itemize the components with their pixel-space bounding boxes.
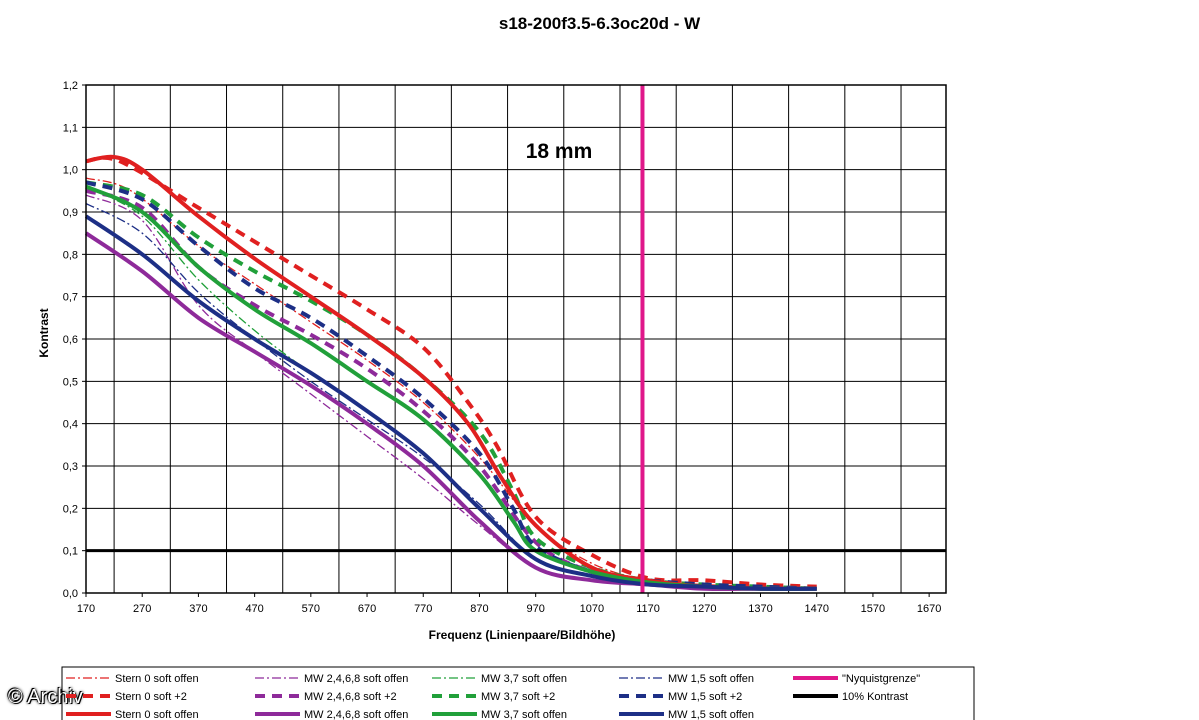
x-tick-label: 970	[526, 603, 544, 615]
x-tick-label: 1270	[692, 603, 716, 615]
chart-title: s18-200f3.5-6.3oc20d - W	[498, 14, 701, 33]
x-tick-label: 670	[358, 603, 376, 615]
legend-label-2: Stern 0 soft offen	[115, 709, 199, 720]
legend-label-10: MW 1,5 soft +2	[668, 691, 742, 703]
plot-grid	[86, 85, 946, 593]
x-tick-label: 770	[414, 603, 432, 615]
legend-label-1: Stern 0 soft +2	[115, 691, 187, 703]
x-tick-label: 1570	[861, 603, 885, 615]
y-tick-label: 0,2	[63, 503, 78, 515]
legend-label-13: 10% Kontrast	[842, 691, 908, 703]
y-tick-label: 1,0	[63, 165, 78, 177]
y-tick-label: 0,3	[63, 461, 78, 473]
legend-label-12: "Nyquistgrenze"	[842, 673, 920, 685]
x-tick-label: 170	[77, 603, 95, 615]
y-tick-label: 0,8	[63, 249, 78, 261]
legend-label-8: MW 3,7 soft offen	[481, 709, 567, 720]
y-tick-label: 0,0	[63, 588, 78, 600]
focal-length-annotation: 18 mm	[526, 140, 593, 163]
y-tick-label: 1,1	[63, 122, 78, 134]
series-line-0	[85, 177, 817, 590]
y-axis-label: Kontrast	[37, 308, 51, 357]
x-tick-label: 470	[245, 603, 263, 615]
y-tick-label: 0,5	[63, 376, 78, 388]
x-axis-label: Frequenz (Linienpaare/Bildhöhe)	[429, 628, 616, 642]
x-tick-label: 1170	[636, 603, 660, 615]
watermark-text: © Archiv	[8, 686, 83, 708]
x-tick-label: 870	[470, 603, 488, 615]
legend: Stern 0 soft offen Stern 0 soft +2 Stern 0…	[61, 666, 975, 720]
legend-label-5: MW 2,4,6,8 soft offen	[304, 709, 408, 720]
x-tick-label: 1070	[580, 603, 604, 615]
series-line-7	[85, 180, 817, 591]
legend-label-3: MW 2,4,6,8 soft offen	[304, 673, 408, 685]
x-tick-label: 570	[302, 603, 320, 615]
y-axis-ticks: 0,0 0,1 0,2 0,3 0,4 0,5 0,6 0,7 0,8 0,9 1,0 1,1 1,2	[63, 80, 86, 600]
legend-label-4: MW 2,4,6,8 soft +2	[304, 691, 397, 703]
legend-label-11: MW 1,5 soft offen	[668, 709, 754, 720]
y-tick-label: 0,6	[63, 334, 78, 346]
series-line-11	[84, 214, 817, 591]
series-line-1	[85, 155, 817, 589]
y-tick-label: 0,9	[63, 207, 78, 219]
y-tick-label: 0,7	[63, 292, 78, 304]
x-tick-label: 370	[189, 603, 207, 615]
legend-label-9: MW 1,5 soft offen	[668, 673, 754, 685]
legend-label-6: MW 3,7 soft offen	[481, 673, 567, 685]
series-lines	[84, 85, 946, 593]
y-tick-label: 0,1	[63, 546, 78, 558]
legend-label-0: Stern 0 soft offen	[115, 673, 199, 685]
x-tick-label: 1370	[748, 603, 772, 615]
x-tick-label: 1670	[917, 603, 941, 615]
y-tick-label: 0,4	[63, 419, 78, 431]
y-tick-label: 1,2	[63, 80, 78, 92]
x-tick-label: 270	[133, 603, 151, 615]
legend-label-7: MW 3,7 soft +2	[481, 691, 555, 703]
legend-frame	[61, 666, 975, 720]
x-tick-label: 1470	[804, 603, 828, 615]
x-axis-ticks: 170 270 370 470 570 670 770 870 970 1070 1170 1270 1…	[77, 593, 941, 615]
